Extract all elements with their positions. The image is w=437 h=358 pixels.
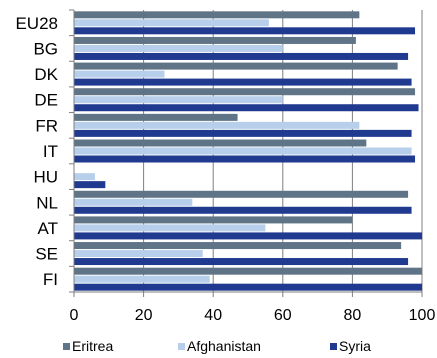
x-tick-label-80: 80 [344, 307, 362, 324]
bar-eu28-eritrea [74, 11, 360, 19]
bar-it-eritrea [74, 139, 367, 147]
bar-nl-syria [74, 206, 412, 214]
legend-swatch-eritrea [63, 343, 70, 350]
bar-bg-afghanistan [74, 44, 283, 52]
bar-dk-eritrea [74, 62, 398, 70]
bar-eu28-syria [74, 27, 416, 35]
bar-se-eritrea [74, 242, 402, 250]
category-label-fi: FI [43, 270, 58, 289]
category-label-de: DE [34, 91, 58, 110]
legend-label-syria: Syria [339, 338, 371, 354]
bar-de-syria [74, 104, 419, 112]
bar-nl-eritrea [74, 190, 409, 198]
bar-dk-syria [74, 78, 412, 86]
x-tick-label-0: 0 [70, 307, 79, 324]
bar-nl-afghanistan [74, 198, 193, 206]
bar-fr-afghanistan [74, 121, 360, 129]
bar-hu-afghanistan [74, 173, 95, 181]
category-label-it: IT [43, 142, 58, 161]
x-tick-label-40: 40 [204, 307, 222, 324]
legend: Eritrea Afghanistan Syria [63, 338, 371, 354]
bar-fr-eritrea [74, 113, 238, 121]
x-tick-label-60: 60 [274, 307, 292, 324]
bar-hu-syria [74, 181, 106, 189]
category-label-bg: BG [33, 39, 58, 58]
bar-eu28-afghanistan [74, 19, 269, 27]
bar-fi-syria [74, 283, 422, 291]
category-label-dk: DK [34, 65, 58, 84]
x-tick-label-100: 100 [409, 307, 436, 324]
bar-fi-afghanistan [74, 275, 210, 283]
bar-bg-syria [74, 52, 409, 60]
legend-label-afghanistan: Afghanistan [187, 338, 261, 354]
bar-fr-syria [74, 129, 412, 137]
x-tick-labels: 0 20 40 60 80 100 [70, 307, 436, 324]
bar-de-afghanistan [74, 96, 283, 104]
bar-at-eritrea [74, 216, 353, 224]
bar-se-syria [74, 258, 409, 266]
category-label-at: AT [38, 219, 58, 238]
legend-swatch-afghanistan [178, 343, 185, 350]
category-label-eu28: EU28 [15, 14, 58, 33]
bar-it-syria [74, 155, 416, 163]
x-tick-label-20: 20 [135, 307, 153, 324]
bar-at-syria [74, 232, 422, 240]
category-label-fr: FR [35, 116, 58, 135]
bar-bg-eritrea [74, 36, 356, 44]
category-label-nl: NL [36, 193, 58, 212]
bar-se-afghanistan [74, 250, 203, 258]
bar-fi-eritrea [74, 267, 422, 275]
legend-label-eritrea: Eritrea [72, 338, 113, 354]
bars [74, 11, 422, 291]
bar-at-afghanistan [74, 224, 266, 232]
axes [69, 9, 423, 297]
bar-it-afghanistan [74, 147, 412, 155]
bar-dk-afghanistan [74, 70, 165, 78]
category-labels: EU28 BG DK DE FR IT HU NL AT SE FI [15, 14, 58, 289]
category-label-se: SE [35, 245, 58, 264]
legend-swatch-syria [330, 343, 337, 350]
bar-de-eritrea [74, 88, 416, 96]
category-label-hu: HU [33, 168, 58, 187]
